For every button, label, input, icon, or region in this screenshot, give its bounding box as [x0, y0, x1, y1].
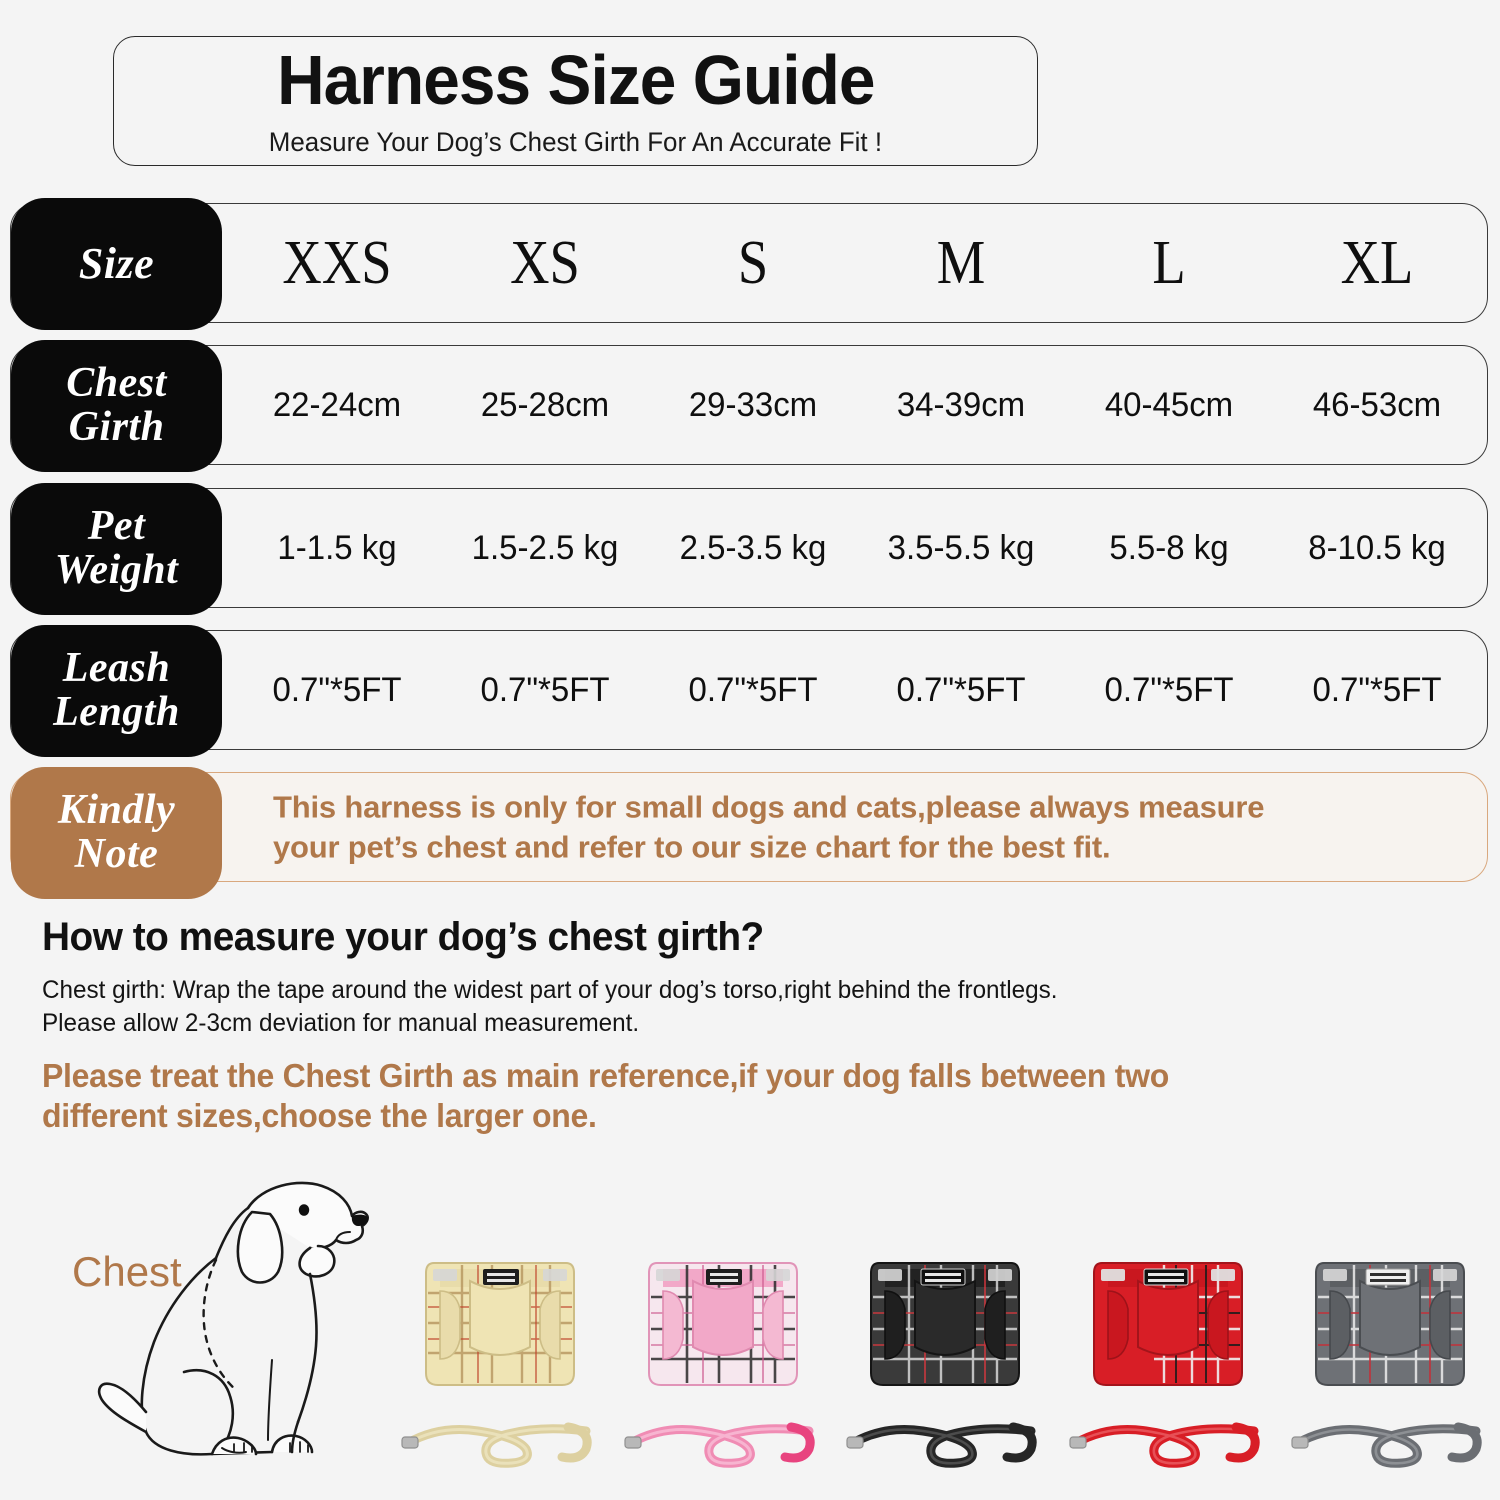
harness-body: [870, 1262, 1020, 1386]
chest-girth-cell: 22-24cm: [272, 386, 402, 424]
leash-length-cell: 0.7"*5FT: [688, 671, 818, 709]
pet-weight-cell: 8-10.5 kg: [1308, 529, 1446, 567]
howto-emphasis-line2: different sizes,choose the larger one.: [42, 1097, 597, 1135]
chest-girth-cell: 46-53cm: [1312, 386, 1442, 424]
howto-emphasis-line1: Please treat the Chest Girth as main ref…: [42, 1057, 1170, 1094]
size-cell: M: [936, 229, 986, 297]
dog-illustration: [66, 1160, 406, 1485]
howto-heading: How to measure your dog’s chest girth?: [42, 915, 764, 959]
row-label-size: Size: [11, 198, 222, 330]
size-cell: XL: [1340, 229, 1414, 297]
kindly-note-text: This harness is only for small dogs and …: [273, 787, 1264, 866]
row-label-leash-length-line1: Leash: [62, 645, 171, 692]
size-cells: XXS XS S M L XL: [233, 204, 1481, 322]
chest-girth-cells: 22-24cm 25-28cm 29-33cm 34-39cm 40-45cm …: [233, 346, 1481, 464]
leash: [846, 1422, 1037, 1468]
row-label-chest-girth-line1: Chest: [66, 360, 167, 407]
leash-length-cell: 0.7"*5FT: [272, 671, 402, 709]
row-label-leash-length: Leash Length: [11, 625, 222, 757]
size-cell: L: [1152, 229, 1186, 297]
pet-weight-cell: 1-1.5 kg: [277, 529, 397, 567]
table-row-leash-length: Leash Length 0.7"*5FT 0.7"*5FT 0.7"*5FT …: [10, 625, 1488, 757]
leash-length-cell: 0.7"*5FT: [1312, 671, 1442, 709]
leash: [623, 1422, 815, 1468]
kindly-note-row: Kindly Note This harness is only for sma…: [10, 767, 1488, 899]
row-label-chest-girth-line2: Girth: [68, 404, 165, 450]
howto-section: How to measure your dog’s chest girth? C…: [42, 915, 1442, 1137]
chest-girth-cell: 25-28cm: [480, 386, 610, 424]
row-label-kindly-note-line2: Note: [74, 831, 159, 877]
page-title: Harness Size Guide: [276, 40, 875, 119]
table-row-size: Size XXS XS S M L XL: [10, 198, 1488, 330]
leash-length-cell: 0.7"*5FT: [480, 671, 610, 709]
leash: [1291, 1422, 1482, 1468]
row-label-pet-weight-line1: Pet: [87, 503, 146, 550]
chest-girth-cell: 40-45cm: [1104, 386, 1234, 424]
kindly-note-line1: This harness is only for small dogs and …: [273, 789, 1265, 825]
product-harness-beige: [400, 1235, 600, 1490]
product-harness-pink: [623, 1235, 823, 1490]
row-label-chest-girth: Chest Girth: [11, 340, 222, 472]
leash: [401, 1422, 592, 1468]
howto-emphasis: Please treat the Chest Girth as main ref…: [42, 1056, 1400, 1137]
page-subtitle: Measure Your Dog’s Chest Girth For An Ac…: [268, 126, 883, 157]
table-row-pet-weight: Pet Weight 1-1.5 kg 1.5-2.5 kg 2.5-3.5 k…: [10, 483, 1488, 615]
row-label-pet-weight-line2: Weight: [54, 547, 179, 593]
kindly-note-line2: your pet’s chest and refer to our size c…: [273, 829, 1111, 864]
harness-body: [647, 1262, 798, 1386]
harness-body: [425, 1262, 575, 1386]
howto-paragraph-line1: Chest girth: Wrap the tape around the wi…: [42, 976, 1058, 1004]
row-label-kindly-note: Kindly Note: [11, 767, 222, 899]
pet-weight-cells: 1-1.5 kg 1.5-2.5 kg 2.5-3.5 kg 3.5-5.5 k…: [233, 489, 1481, 607]
product-harness-black: [845, 1235, 1045, 1490]
leash: [1068, 1422, 1260, 1468]
chest-girth-cell: 34-39cm: [896, 386, 1026, 424]
harness-body: [1092, 1262, 1243, 1386]
howto-paragraph-line2: Please allow 2-3cm deviation for manual …: [42, 1009, 640, 1037]
chest-girth-cell: 29-33cm: [688, 386, 818, 424]
leash-length-cell: 0.7"*5FT: [1104, 671, 1234, 709]
pet-weight-cell: 3.5-5.5 kg: [887, 529, 1035, 567]
pet-weight-cell: 1.5-2.5 kg: [471, 529, 619, 567]
row-label-kindly-note-line1: Kindly: [57, 787, 176, 834]
howto-paragraph: Chest girth: Wrap the tape around the wi…: [42, 974, 1400, 1040]
title-box: Harness Size Guide Measure Your Dog’s Ch…: [113, 36, 1038, 166]
harness-body: [1315, 1262, 1465, 1386]
product-harness-red: [1068, 1235, 1268, 1490]
pet-weight-cell: 5.5-8 kg: [1109, 529, 1229, 567]
row-label-size-text: Size: [78, 239, 155, 289]
size-cell: XXS: [282, 229, 392, 297]
leash-length-cell: 0.7"*5FT: [896, 671, 1026, 709]
leash-length-cells: 0.7"*5FT 0.7"*5FT 0.7"*5FT 0.7"*5FT 0.7"…: [233, 631, 1481, 749]
row-label-leash-length-line2: Length: [53, 689, 180, 735]
chest-measure-label: Chest: [72, 1248, 182, 1295]
size-cell: XS: [510, 229, 580, 297]
table-row-chest-girth: Chest Girth 22-24cm 25-28cm 29-33cm 34-3…: [10, 340, 1488, 472]
pet-weight-cell: 2.5-3.5 kg: [679, 529, 827, 567]
product-gallery: [400, 1235, 1490, 1485]
product-harness-grey: [1290, 1235, 1490, 1490]
row-label-pet-weight: Pet Weight: [11, 483, 222, 615]
size-cell: S: [737, 229, 769, 297]
